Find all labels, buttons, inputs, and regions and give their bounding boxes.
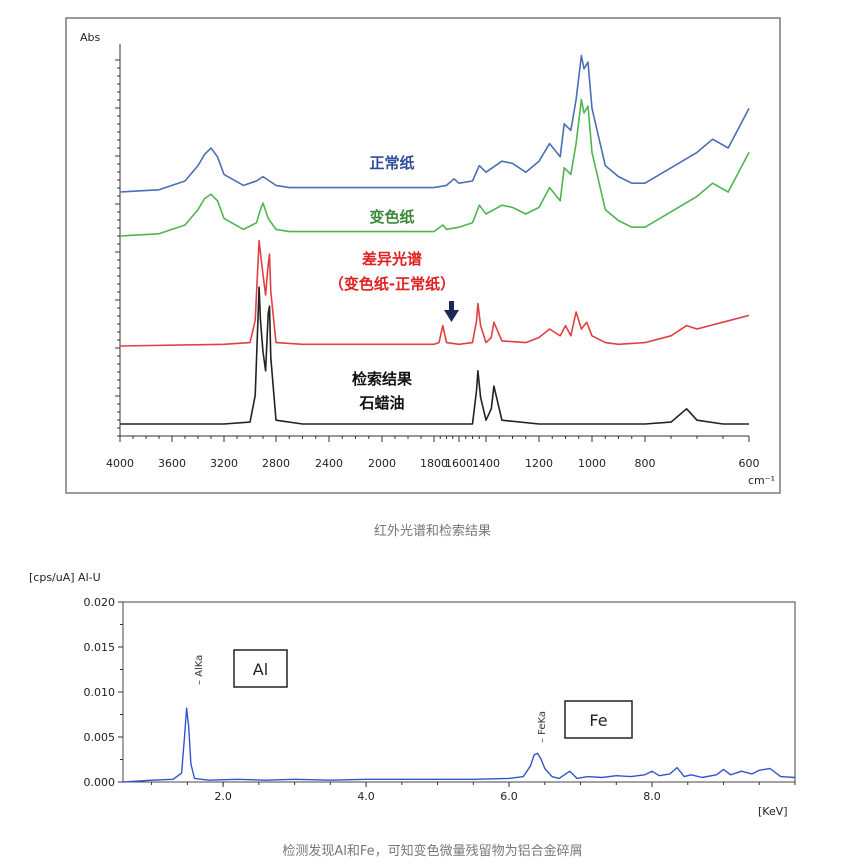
svg-text:Al: Al bbox=[253, 660, 268, 679]
edx-y-tick-label: 0.015 bbox=[84, 641, 116, 654]
ir-series-line bbox=[119, 98, 750, 237]
ir-series-lines bbox=[119, 54, 750, 425]
edx-plot-frame bbox=[122, 601, 796, 783]
ir-xlabel: cm⁻¹ bbox=[748, 474, 775, 487]
ir-x-tick-label: 1600 bbox=[445, 457, 473, 470]
ir-x-tick-label: 1400 bbox=[472, 457, 500, 470]
edx-xlabel: [KeV] bbox=[758, 805, 788, 818]
ir-x-tick-label: 1200 bbox=[525, 457, 553, 470]
edx-y-tick-label: 0.005 bbox=[84, 731, 116, 744]
ir-x-tick-label: 1000 bbox=[578, 457, 606, 470]
ir-x-tick-label: 600 bbox=[739, 457, 760, 470]
fe-label-box: Fe bbox=[564, 700, 633, 739]
edx-ylabel: [cps/uA] Al-U bbox=[29, 571, 101, 584]
annotation-normal-paper: 正常纸 bbox=[369, 154, 414, 172]
alka-peak-label: – AlKa bbox=[194, 655, 205, 685]
ir-x-tick-label: 3200 bbox=[210, 457, 238, 470]
annotation-difference-spectrum: 差异光谱 bbox=[362, 250, 422, 268]
annotation-search-result: 检索结果 bbox=[352, 370, 413, 388]
ir-x-tick-label: 4000 bbox=[106, 457, 134, 470]
svg-text:Fe: Fe bbox=[589, 711, 607, 730]
ir-series-line bbox=[119, 54, 750, 193]
edx-caption: 检测发现Al和Fe，可知变色微量残留物为铝合金碎屑 bbox=[282, 844, 583, 859]
ir-ylabel: Abs bbox=[80, 31, 101, 44]
edx-y-tick-label: 0.010 bbox=[84, 686, 116, 699]
ir-x-tick-label: 2000 bbox=[368, 457, 396, 470]
ir-x-tick-label: 800 bbox=[635, 457, 656, 470]
ir-axes bbox=[115, 44, 750, 442]
ir-frame bbox=[65, 17, 781, 494]
edx-axes bbox=[118, 601, 796, 787]
ir-x-tick-label: 2800 bbox=[262, 457, 290, 470]
edx-x-tick-label: 4.0 bbox=[357, 790, 375, 803]
ir-spectrum-chart: Abs cm⁻¹ 4000 3600 3200 2800 2400 2000 1800160… bbox=[65, 17, 781, 494]
edx-x-tick-label: 6.0 bbox=[500, 790, 518, 803]
ir-x-tick-label: 2400 bbox=[315, 457, 343, 470]
al-label-box: Al bbox=[233, 649, 288, 688]
ir-x-tick-label: 3600 bbox=[158, 457, 186, 470]
down-arrow-icon bbox=[444, 301, 459, 322]
edx-tick-labels: 0.000 0.005 0.010 0.015 0.020 2.0 4.0 6.0 8.0 bbox=[84, 596, 661, 803]
ir-series-line bbox=[120, 286, 749, 425]
edx-y-tick-label: 0.000 bbox=[84, 776, 116, 789]
annotation-difference-formula: （变色纸-正常纸） bbox=[329, 275, 455, 293]
edx-spectrum-chart: [cps/uA] Al-U [KeV] 0.000 0.005 0.010 0.015… bbox=[29, 571, 796, 818]
edx-x-tick-label: 2.0 bbox=[214, 790, 232, 803]
ir-caption: 红外光谱和检索结果 bbox=[373, 524, 491, 539]
edx-series-line bbox=[122, 707, 796, 783]
ir-series-line bbox=[119, 239, 750, 347]
edx-x-tick-label: 8.0 bbox=[643, 790, 661, 803]
edx-y-tick-label: 0.020 bbox=[84, 596, 116, 609]
edx-series-line bbox=[122, 707, 796, 783]
ir-x-tick-label: 1800 bbox=[420, 457, 448, 470]
annotation-paraffin-oil: 石蜡油 bbox=[358, 394, 404, 412]
feka-peak-label: – FeKa bbox=[537, 711, 548, 743]
annotation-discolored-paper: 变色纸 bbox=[369, 208, 414, 226]
